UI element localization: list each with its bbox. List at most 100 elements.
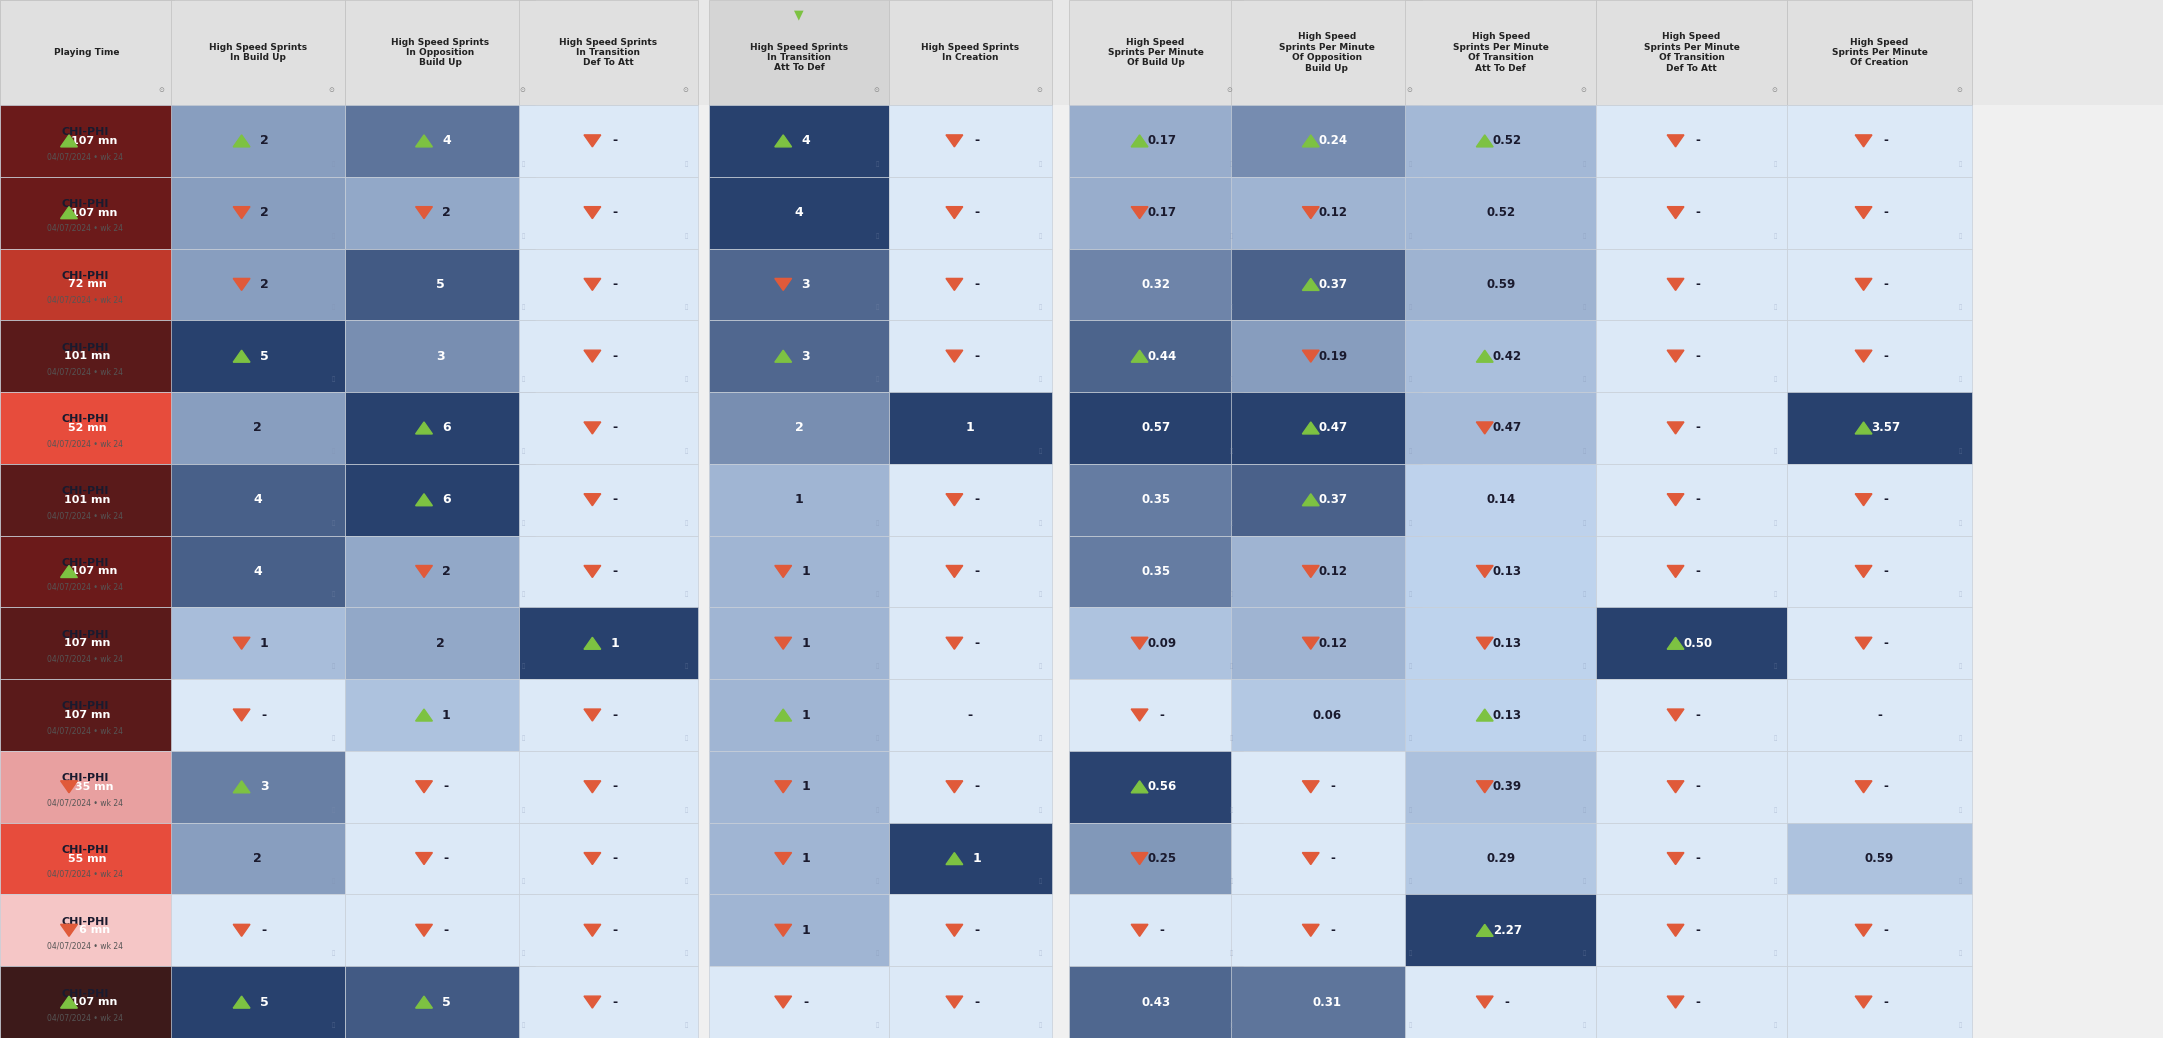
Bar [889, 321, 1051, 392]
Text: ⊙: ⊙ [1771, 87, 1778, 93]
Text: -: - [1505, 995, 1510, 1009]
Bar [1596, 679, 1787, 750]
Text: -: - [1877, 709, 1882, 721]
Polygon shape [584, 781, 601, 793]
Text: 👁: 👁 [521, 161, 526, 167]
Text: 2.27: 2.27 [1492, 924, 1521, 937]
Text: 👁: 👁 [876, 735, 878, 741]
Text: 0.13: 0.13 [1492, 636, 1521, 650]
Text: CHI-PHI: CHI-PHI [61, 199, 108, 209]
Bar [519, 895, 699, 966]
Text: 04/07/2024 • wk 24: 04/07/2024 • wk 24 [48, 439, 123, 448]
Text: 👁: 👁 [1038, 233, 1043, 239]
Bar [709, 895, 889, 966]
Text: 1: 1 [800, 709, 809, 721]
Text: 👁: 👁 [1960, 735, 1962, 741]
Text: 👁: 👁 [1960, 161, 1962, 167]
Bar [0, 536, 173, 607]
Text: ⊙: ⊙ [158, 87, 164, 93]
Text: 👁: 👁 [331, 735, 335, 741]
Bar [1231, 750, 1421, 823]
Bar [1787, 321, 1973, 392]
Text: ⊙: ⊙ [874, 87, 878, 93]
Text: 4: 4 [800, 134, 809, 147]
Bar [0, 176, 173, 248]
Text: 04/07/2024 • wk 24: 04/07/2024 • wk 24 [48, 798, 123, 808]
Text: 👁: 👁 [1038, 161, 1043, 167]
Polygon shape [1302, 207, 1319, 219]
Bar [1231, 607, 1421, 679]
Text: -: - [443, 781, 450, 793]
Bar [519, 176, 699, 248]
Polygon shape [945, 135, 963, 147]
Text: CHI-PHI: CHI-PHI [61, 630, 108, 639]
Text: High Speed Sprints
In Opposition
Build Up: High Speed Sprints In Opposition Build U… [392, 37, 489, 67]
Text: 👁: 👁 [876, 161, 878, 167]
Bar [1596, 536, 1787, 607]
Polygon shape [584, 350, 601, 362]
Text: ⊙: ⊙ [1036, 87, 1043, 93]
Text: 👁: 👁 [1408, 663, 1412, 670]
Text: 52 mn: 52 mn [67, 422, 106, 433]
Text: 👁: 👁 [686, 808, 688, 813]
Bar [1406, 464, 1596, 536]
Bar [0, 966, 173, 1038]
Bar [344, 536, 536, 607]
Text: 1: 1 [800, 781, 809, 793]
Text: 👁: 👁 [1229, 305, 1233, 310]
Bar [171, 607, 344, 679]
Text: -: - [1330, 924, 1335, 937]
Bar [1406, 105, 1596, 176]
Text: 2: 2 [441, 207, 450, 219]
Text: 1: 1 [441, 709, 450, 721]
Polygon shape [945, 996, 963, 1008]
Polygon shape [1302, 852, 1319, 865]
Bar [0, 464, 173, 536]
Bar [1787, 176, 1973, 248]
Text: -: - [612, 421, 616, 435]
Text: 👁: 👁 [1774, 233, 1778, 239]
Text: -: - [973, 134, 980, 147]
Text: 0.12: 0.12 [1319, 207, 1348, 219]
Bar [344, 176, 536, 248]
Text: -: - [1884, 781, 1888, 793]
Bar [344, 321, 536, 392]
Polygon shape [234, 278, 251, 291]
Bar [1596, 895, 1787, 966]
Text: 👁: 👁 [876, 592, 878, 598]
Bar [1231, 966, 1421, 1038]
Bar [1069, 966, 1242, 1038]
Text: 👁: 👁 [1038, 951, 1043, 956]
Text: -: - [1884, 565, 1888, 578]
Text: 107 mn: 107 mn [63, 638, 110, 649]
Polygon shape [1856, 637, 1871, 650]
Text: -: - [1884, 636, 1888, 650]
Text: 0.52: 0.52 [1486, 207, 1516, 219]
Text: CHI-PHI: CHI-PHI [61, 845, 108, 855]
Bar [889, 750, 1051, 823]
Text: -: - [612, 493, 616, 507]
Polygon shape [584, 925, 601, 936]
Text: 0.43: 0.43 [1142, 995, 1170, 1009]
Bar [889, 679, 1051, 750]
Polygon shape [945, 350, 963, 362]
Bar [0, 750, 171, 823]
Bar [0, 392, 171, 464]
Text: -: - [1696, 852, 1700, 865]
Bar [519, 464, 699, 536]
Polygon shape [945, 494, 963, 506]
Text: 👁: 👁 [1038, 1022, 1043, 1028]
Text: 👁: 👁 [1774, 161, 1778, 167]
Polygon shape [1668, 422, 1685, 434]
Text: ⊙: ⊙ [1581, 87, 1585, 93]
Text: 107 mn: 107 mn [63, 710, 110, 720]
Bar [0, 823, 171, 895]
Bar [1406, 895, 1596, 966]
Polygon shape [1668, 566, 1685, 577]
Polygon shape [61, 566, 78, 577]
Text: 👁: 👁 [1960, 808, 1962, 813]
Text: 👁: 👁 [1038, 735, 1043, 741]
Bar [1406, 392, 1596, 464]
Text: 👁: 👁 [876, 951, 878, 956]
Text: 04/07/2024 • wk 24: 04/07/2024 • wk 24 [48, 224, 123, 233]
